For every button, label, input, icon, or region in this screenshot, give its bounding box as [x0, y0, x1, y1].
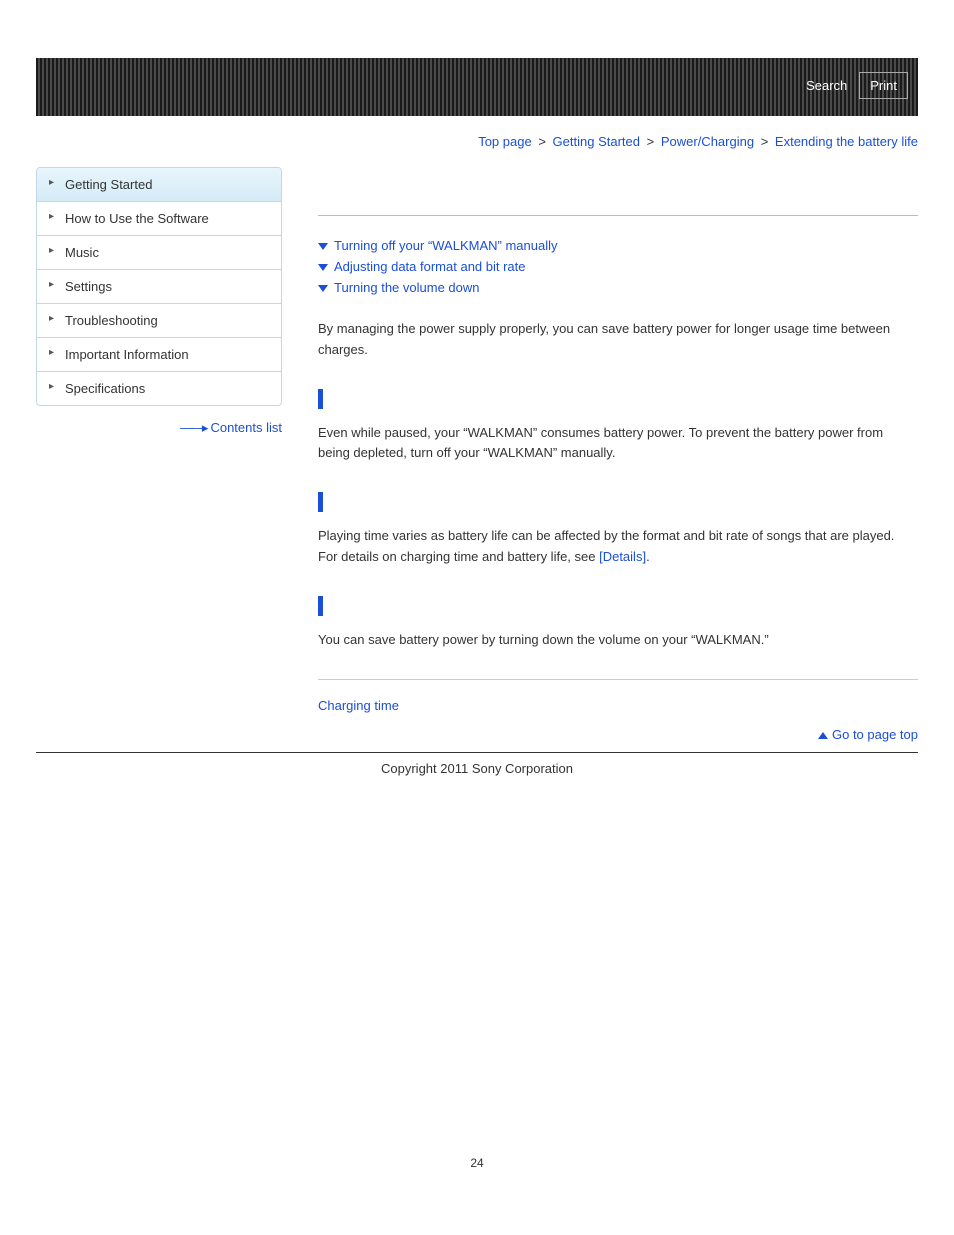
sidebar-item-how-to-use-software[interactable]: How to Use the Software: [37, 202, 281, 236]
sidebar-item-label: Troubleshooting: [65, 313, 158, 328]
sidebar-item-getting-started[interactable]: Getting Started: [37, 168, 281, 202]
sidebar-item-label: Important Information: [65, 347, 189, 362]
section-1-body: Even while paused, your “WALKMAN” consum…: [318, 423, 918, 465]
contents-list-label: Contents list: [210, 420, 282, 435]
section-marker: [318, 389, 323, 409]
breadcrumb-getting-started[interactable]: Getting Started: [553, 134, 640, 149]
sidebar-nav: Getting Started How to Use the Software …: [36, 167, 282, 406]
header-actions: Search Print: [802, 72, 908, 99]
anchor-turning-off[interactable]: Turning off your “WALKMAN” manually: [334, 238, 557, 253]
section-3-body: You can save battery power by turning do…: [318, 630, 918, 651]
chevron-down-icon: [318, 285, 328, 292]
chevron-down-icon: [318, 243, 328, 250]
anchor-item: Turning off your “WALKMAN” manually: [318, 238, 918, 253]
sidebar-item-settings[interactable]: Settings: [37, 270, 281, 304]
sidebar-item-music[interactable]: Music: [37, 236, 281, 270]
breadcrumb-sep: >: [647, 134, 655, 149]
anchor-item: Turning the volume down: [318, 280, 918, 295]
anchor-turning-volume-down[interactable]: Turning the volume down: [334, 280, 480, 295]
breadcrumb-sep: >: [538, 134, 546, 149]
section-marker: [318, 596, 323, 616]
page-number: 24: [36, 1156, 918, 1170]
contents-list-link[interactable]: ——▸Contents list: [180, 420, 282, 435]
sidebar-item-label: Getting Started: [65, 177, 152, 192]
go-to-page-top-link[interactable]: Go to page top: [818, 727, 918, 742]
chevron-down-icon: [318, 264, 328, 271]
copyright: Copyright 2011 Sony Corporation: [36, 761, 918, 776]
sidebar-item-label: How to Use the Software: [65, 211, 209, 226]
contents-list-wrap: ——▸Contents list: [36, 420, 282, 436]
anchor-item: Adjusting data format and bit rate: [318, 259, 918, 274]
breadcrumb-top-page[interactable]: Top page: [478, 134, 532, 149]
content-rule-top: [318, 215, 918, 216]
breadcrumb-power-charging[interactable]: Power/Charging: [661, 134, 754, 149]
sidebar-item-label: Music: [65, 245, 99, 260]
header-band: Search Print: [36, 58, 918, 116]
page-top-wrap: Go to page top: [318, 727, 918, 742]
anchor-list: Turning off your “WALKMAN” manually Adju…: [318, 238, 918, 295]
related-topic: Charging time: [318, 698, 918, 713]
anchor-adjusting-format[interactable]: Adjusting data format and bit rate: [334, 259, 526, 274]
print-button[interactable]: Print: [859, 72, 908, 99]
page-top-label: Go to page top: [832, 727, 918, 742]
main-content: Turning off your “WALKMAN” manually Adju…: [318, 167, 918, 748]
intro-paragraph: By managing the power supply properly, y…: [318, 319, 918, 361]
sidebar-item-specifications[interactable]: Specifications: [37, 372, 281, 405]
section-2-post: .: [646, 549, 650, 564]
breadcrumb-current: Extending the battery life: [775, 134, 918, 149]
footer-rule: [36, 752, 918, 753]
related-charging-time[interactable]: Charging time: [318, 698, 399, 713]
breadcrumb: Top page > Getting Started > Power/Charg…: [36, 134, 918, 149]
sidebar: Getting Started How to Use the Software …: [36, 167, 282, 748]
sidebar-item-label: Specifications: [65, 381, 145, 396]
related-rule: [318, 679, 918, 680]
sidebar-item-label: Settings: [65, 279, 112, 294]
arrow-right-icon: ——▸: [180, 420, 207, 435]
section-2-body: Playing time varies as battery life can …: [318, 526, 918, 568]
sidebar-item-important-information[interactable]: Important Information: [37, 338, 281, 372]
search-link[interactable]: Search: [802, 73, 851, 98]
breadcrumb-sep: >: [761, 134, 769, 149]
sidebar-item-troubleshooting[interactable]: Troubleshooting: [37, 304, 281, 338]
chevron-up-icon: [818, 732, 828, 739]
section-marker: [318, 492, 323, 512]
details-link[interactable]: [Details]: [599, 549, 646, 564]
